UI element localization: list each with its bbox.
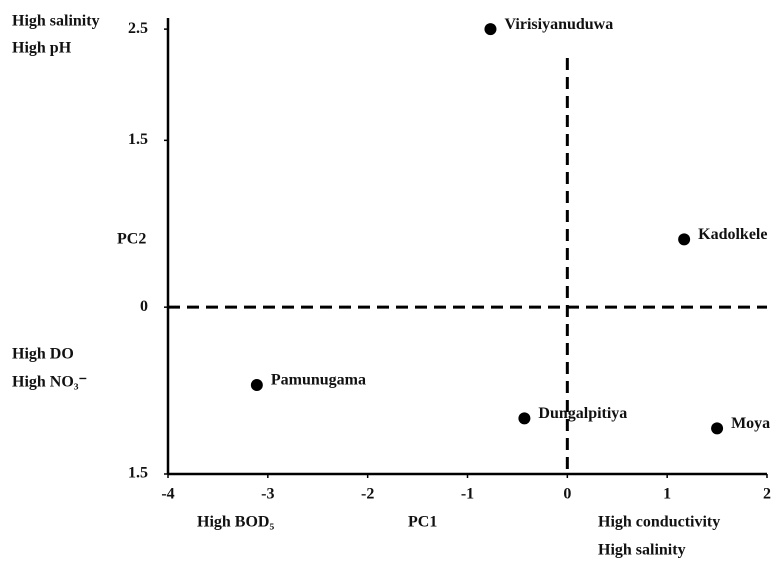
point	[678, 233, 691, 246]
point	[711, 422, 724, 435]
point-label: Kadolkele	[698, 226, 767, 243]
annotation: High DO	[12, 346, 74, 363]
annotation: High salinity	[12, 13, 100, 30]
annotation: High NO₃⁻	[12, 374, 87, 391]
x-tick-label: -2	[361, 486, 374, 503]
point	[484, 23, 497, 36]
annotation: High pH	[12, 40, 72, 57]
point-label: Pamunugama	[271, 372, 366, 389]
x-tick-label: 0	[563, 486, 571, 503]
x-axis-label: PC1	[408, 514, 437, 531]
y-tick-label: 0	[140, 298, 148, 315]
y-tick-label: 1.5	[128, 465, 148, 482]
annotation: High conductivity	[598, 514, 720, 531]
annotation: High salinity	[598, 542, 686, 559]
x-tick-label: -4	[161, 486, 174, 503]
point	[518, 412, 531, 425]
y-tick-label: 2.5	[128, 20, 148, 37]
x-tick-label: -3	[261, 486, 274, 503]
y-tick-label: 1.5	[128, 131, 148, 148]
point	[250, 379, 263, 392]
x-tick-label: 2	[763, 486, 771, 503]
y-axis-label: PC2	[117, 231, 146, 248]
point-label: Virisiyanuduwa	[504, 16, 613, 33]
x-tick-label: -1	[461, 486, 474, 503]
x-tick-label: 1	[663, 486, 671, 503]
point-label: Moya	[731, 415, 770, 432]
annotation: High BOD₅	[197, 514, 274, 531]
point-label: Dungalpitiya	[538, 405, 627, 422]
